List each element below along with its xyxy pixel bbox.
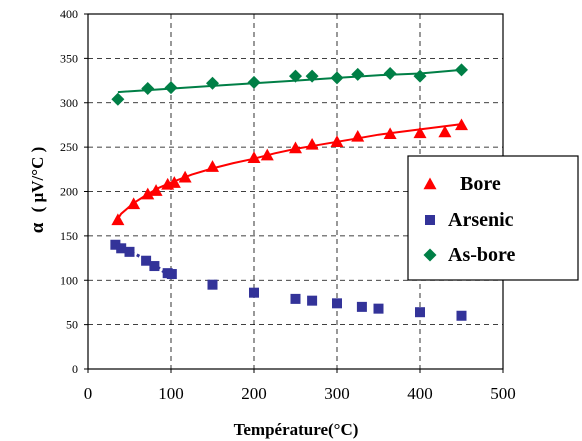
legend-marker-bore — [423, 177, 437, 190]
legend-label-arsenic: Arsenic — [448, 209, 514, 231]
x-tick-label: 200 — [241, 384, 267, 403]
y-tick-label: 400 — [60, 7, 78, 21]
series-bore — [111, 118, 468, 226]
data-point — [141, 82, 155, 96]
data-point — [178, 170, 192, 183]
data-point — [413, 69, 427, 83]
data-point — [260, 148, 274, 161]
data-point — [111, 92, 125, 106]
y-tick-label: 250 — [60, 140, 78, 154]
data-point — [206, 160, 219, 172]
data-point — [332, 298, 342, 309]
legend-label-bore: Bore — [460, 173, 501, 195]
data-point — [164, 81, 178, 95]
y-tick-label: 100 — [60, 273, 78, 287]
data-point — [456, 310, 467, 321]
legend-label-as-bore: As-bore — [448, 244, 516, 266]
data-point — [356, 301, 367, 312]
data-point — [110, 239, 121, 250]
y-tick-label: 50 — [66, 318, 78, 332]
data-point — [141, 255, 152, 266]
data-point — [413, 126, 427, 139]
legend: Bore Arsenic As-bore — [407, 155, 579, 281]
data-point — [166, 269, 177, 280]
data-point — [455, 118, 468, 131]
y-axis-unit: ( µV/°C ) — [28, 147, 47, 213]
data-point — [289, 141, 302, 154]
data-point — [247, 75, 261, 89]
x-tick-label: 300 — [324, 384, 350, 403]
data-point — [383, 127, 397, 140]
data-point — [373, 303, 384, 314]
legend-box — [407, 155, 579, 281]
data-point — [330, 71, 344, 85]
data-point — [206, 76, 219, 90]
svg-text:α ( µV/°C ): α ( µV/°C ) — [27, 147, 48, 234]
data-point — [455, 63, 468, 77]
data-point — [167, 176, 181, 188]
y-tick-label: 0 — [72, 362, 78, 376]
data-markers — [110, 63, 468, 321]
y-tick-label: 300 — [60, 96, 78, 110]
legend-marker-arsenic — [425, 215, 435, 225]
x-axis-title: Température(°C) — [234, 420, 359, 439]
x-tick-label: 400 — [407, 384, 433, 403]
x-tick-label: 500 — [490, 384, 516, 403]
data-point — [149, 184, 163, 196]
data-point — [415, 307, 425, 318]
x-tick-labels: 0 100 200 300 400 500 — [84, 369, 516, 403]
x-tick-label: 100 — [158, 384, 184, 403]
data-point — [247, 151, 261, 163]
data-point — [207, 279, 218, 290]
legend-marker-as-bore — [423, 248, 437, 262]
data-point — [290, 293, 301, 304]
data-point — [149, 261, 160, 272]
y-tick-label: 200 — [60, 185, 78, 199]
data-point — [351, 67, 365, 81]
data-point — [124, 246, 135, 257]
data-point — [438, 125, 452, 138]
data-point — [289, 69, 302, 83]
x-tick-label: 0 — [84, 384, 93, 403]
y-tick-label: 150 — [60, 229, 78, 243]
series-arsenic — [110, 239, 467, 321]
series-as-bore — [111, 63, 468, 106]
data-point — [305, 137, 319, 150]
data-point — [307, 295, 318, 306]
y-axis-title: α ( µV/°C ) — [27, 147, 48, 234]
data-point — [305, 69, 319, 83]
data-point — [116, 243, 127, 254]
data-point — [111, 213, 125, 226]
data-point — [330, 135, 344, 147]
y-tick-labels: 0 50 100 150 200 250 300 350 400 — [60, 7, 88, 376]
data-point — [249, 287, 259, 298]
data-point — [383, 66, 397, 80]
y-tick-label: 350 — [60, 51, 78, 65]
data-point — [127, 197, 141, 210]
data-point — [141, 187, 155, 200]
data-point — [351, 129, 365, 142]
y-axis-alpha-symbol: α — [27, 222, 48, 233]
